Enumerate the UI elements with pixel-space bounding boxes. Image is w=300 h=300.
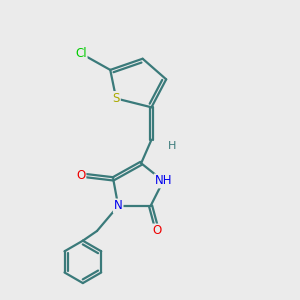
Text: O: O bbox=[153, 224, 162, 238]
Text: NH: NH bbox=[154, 174, 172, 188]
Text: N: N bbox=[114, 200, 123, 212]
Text: S: S bbox=[112, 92, 120, 105]
Text: H: H bbox=[168, 141, 176, 151]
Text: Cl: Cl bbox=[75, 47, 87, 60]
Text: O: O bbox=[76, 169, 86, 182]
